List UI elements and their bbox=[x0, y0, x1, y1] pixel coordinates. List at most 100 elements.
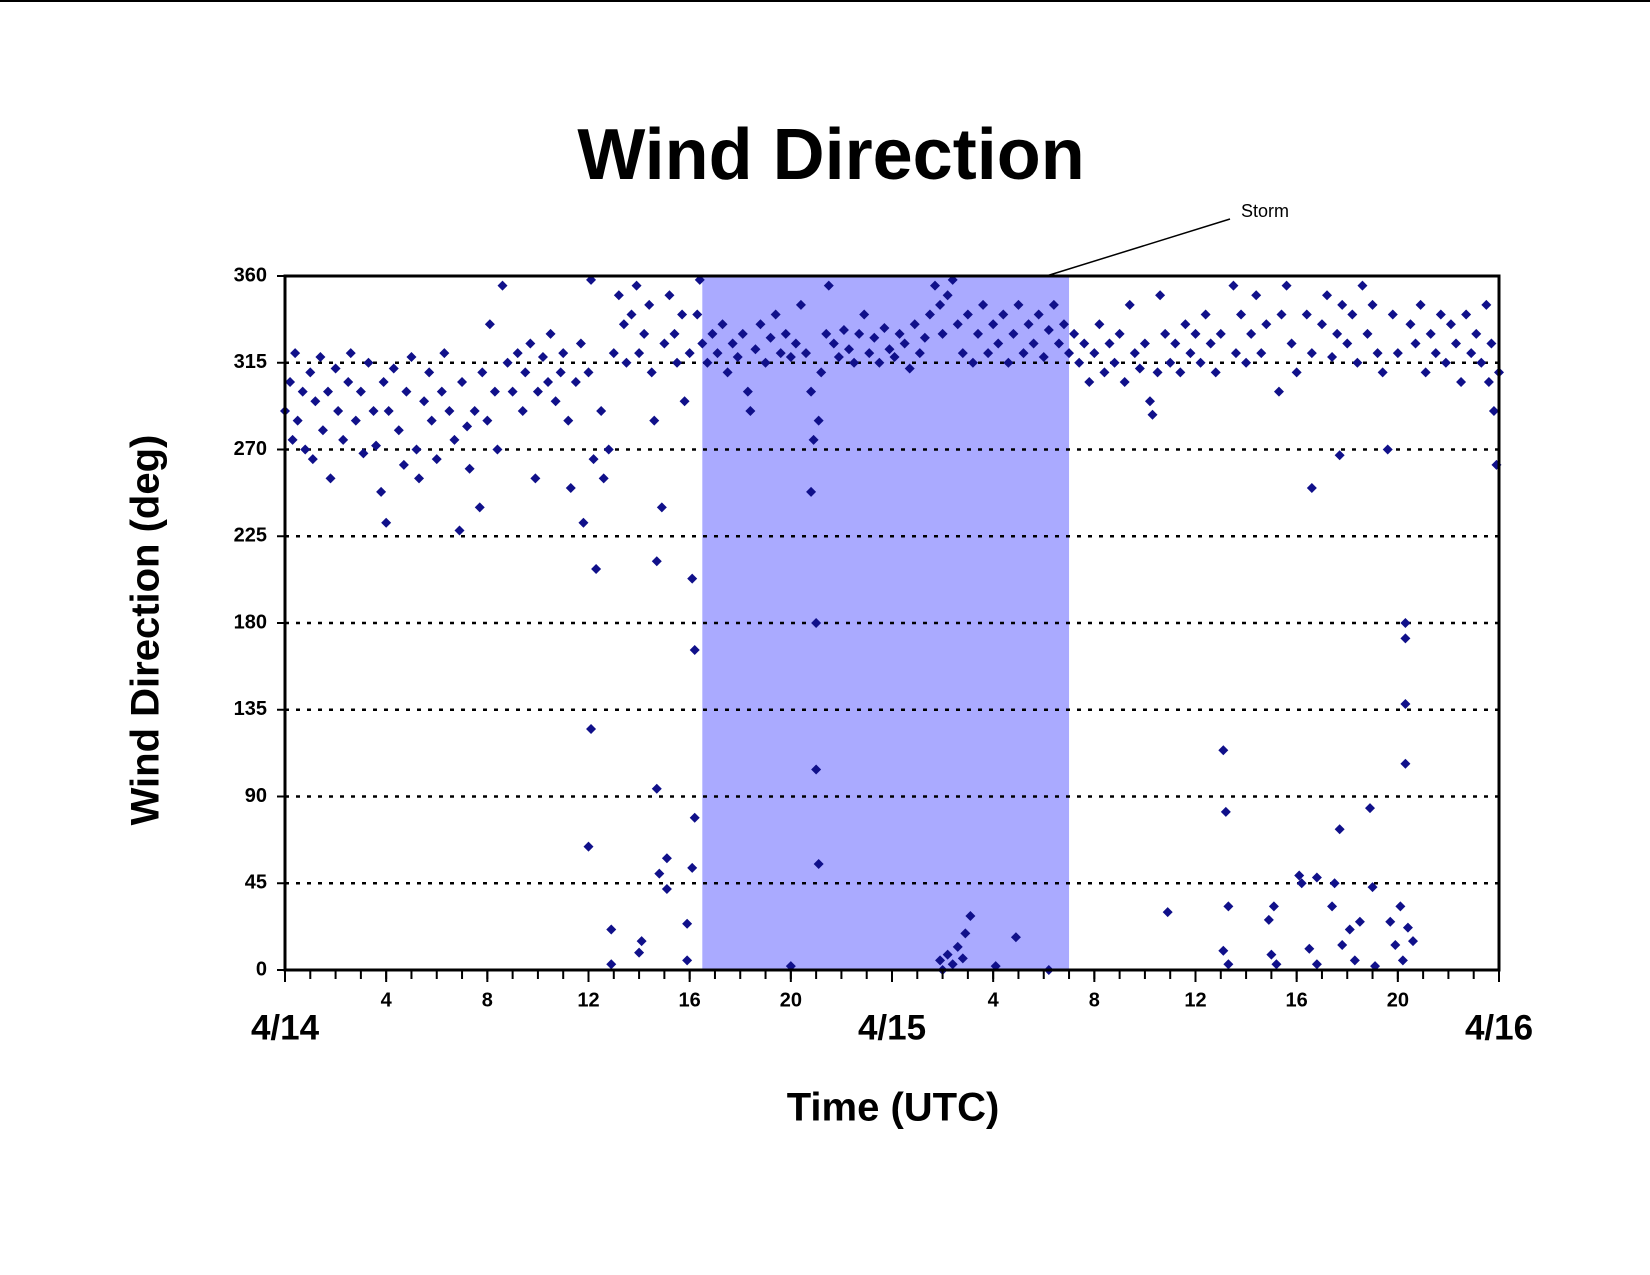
data-point bbox=[457, 377, 468, 388]
data-point bbox=[565, 483, 576, 494]
data-point bbox=[583, 841, 594, 852]
data-point bbox=[639, 328, 650, 339]
data-point bbox=[864, 348, 875, 359]
data-point bbox=[1405, 319, 1416, 330]
data-point bbox=[811, 618, 822, 628]
data-point bbox=[1397, 955, 1408, 966]
data-point bbox=[388, 363, 399, 374]
data-point bbox=[1139, 338, 1150, 349]
data-point bbox=[1129, 348, 1140, 359]
data-point bbox=[684, 348, 695, 359]
data-point bbox=[414, 473, 425, 484]
data-point bbox=[651, 783, 662, 794]
data-point bbox=[1337, 299, 1348, 310]
data-point bbox=[806, 386, 817, 397]
data-point bbox=[1048, 299, 1059, 310]
data-point bbox=[310, 396, 321, 407]
data-point bbox=[626, 309, 637, 320]
plot-frame bbox=[283, 274, 1501, 972]
data-point bbox=[687, 862, 698, 873]
x-axis-label: Time (UTC) bbox=[787, 1086, 1000, 1130]
data-point bbox=[613, 290, 624, 301]
data-point bbox=[406, 351, 417, 362]
data-point bbox=[1425, 328, 1436, 339]
data-point bbox=[1246, 328, 1257, 339]
data-point bbox=[679, 396, 690, 407]
data-point bbox=[591, 564, 602, 575]
data-point bbox=[1483, 377, 1494, 388]
data-point bbox=[1306, 483, 1317, 494]
data-point bbox=[1362, 328, 1373, 339]
data-point bbox=[1104, 338, 1115, 349]
data-point bbox=[1400, 698, 1411, 709]
data-point bbox=[307, 454, 318, 465]
data-point bbox=[355, 386, 366, 397]
data-point bbox=[722, 367, 733, 378]
x-tick-label: 12 bbox=[1184, 989, 1206, 1011]
data-point bbox=[315, 351, 326, 362]
data-point bbox=[828, 338, 839, 349]
data-point bbox=[659, 338, 670, 349]
data-point bbox=[844, 344, 855, 355]
data-point bbox=[1261, 319, 1272, 330]
data-point bbox=[1190, 328, 1201, 339]
data-point bbox=[692, 309, 703, 320]
data-point bbox=[823, 280, 834, 291]
data-point bbox=[904, 363, 915, 374]
data-point bbox=[1486, 338, 1497, 349]
data-point bbox=[1445, 319, 1456, 330]
data-point bbox=[1337, 939, 1348, 950]
data-point bbox=[1218, 745, 1229, 756]
data-point bbox=[682, 918, 693, 929]
data-point bbox=[1094, 319, 1105, 330]
data-point bbox=[1180, 319, 1191, 330]
points-layer bbox=[280, 274, 1504, 975]
data-point bbox=[292, 415, 303, 426]
data-point bbox=[1074, 357, 1085, 368]
data-point bbox=[795, 299, 806, 310]
data-point bbox=[1256, 348, 1267, 359]
data-point bbox=[1400, 633, 1411, 644]
y-axis-label: Wind Direction (deg) bbox=[124, 435, 168, 826]
storm-span bbox=[702, 276, 1070, 970]
data-point bbox=[669, 328, 680, 339]
data-point bbox=[1152, 367, 1163, 378]
data-point bbox=[1354, 916, 1365, 927]
data-point bbox=[378, 377, 389, 388]
data-point bbox=[717, 319, 728, 330]
data-point bbox=[1223, 901, 1234, 912]
data-point bbox=[1160, 328, 1171, 339]
data-point bbox=[1456, 377, 1467, 388]
data-point bbox=[1084, 377, 1095, 388]
data-point bbox=[649, 415, 660, 426]
data-point bbox=[507, 386, 518, 397]
data-point bbox=[894, 328, 905, 339]
data-point bbox=[983, 348, 994, 359]
data-point bbox=[1215, 328, 1226, 339]
data-point bbox=[520, 367, 531, 378]
x-tick-label: 20 bbox=[1387, 989, 1409, 1011]
data-point bbox=[816, 367, 827, 378]
data-point bbox=[854, 328, 865, 339]
y-tick-label: 270 bbox=[234, 438, 267, 460]
data-point bbox=[436, 386, 447, 397]
y-tick-label: 180 bbox=[234, 611, 267, 633]
y-tick-label: 225 bbox=[234, 525, 267, 547]
data-point bbox=[631, 280, 642, 291]
data-point bbox=[689, 644, 700, 655]
data-point bbox=[322, 386, 333, 397]
data-point bbox=[1114, 328, 1125, 339]
data-point bbox=[1223, 959, 1234, 970]
data-point bbox=[285, 377, 296, 388]
data-point bbox=[401, 386, 412, 397]
data-point bbox=[424, 367, 435, 378]
data-point bbox=[661, 884, 672, 895]
data-point bbox=[1385, 916, 1396, 927]
data-point bbox=[1228, 280, 1239, 291]
data-point bbox=[978, 299, 989, 310]
data-point bbox=[914, 348, 925, 359]
data-point bbox=[1079, 338, 1090, 349]
data-point bbox=[464, 463, 475, 474]
data-point bbox=[702, 357, 713, 368]
data-point bbox=[606, 924, 617, 935]
